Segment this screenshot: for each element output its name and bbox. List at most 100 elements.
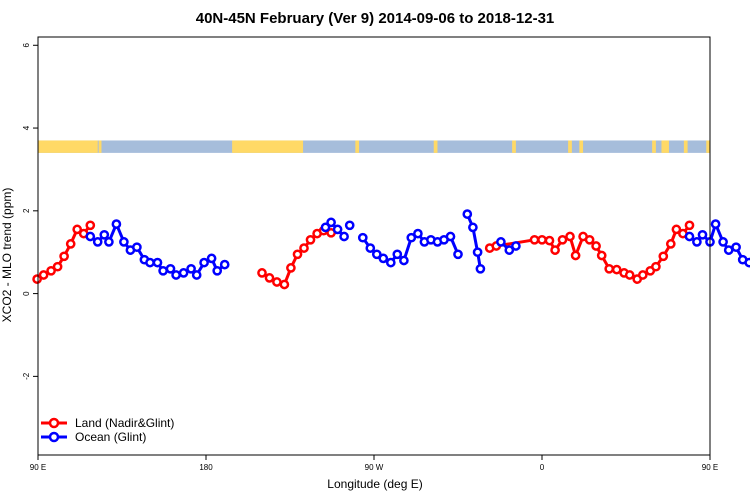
data-point <box>85 220 96 231</box>
data-point <box>710 219 721 229</box>
data-point <box>344 220 355 231</box>
data-point <box>658 251 669 262</box>
data-point <box>46 265 56 276</box>
data-point <box>611 264 622 275</box>
plot-frame <box>37 36 711 456</box>
data-point <box>537 234 547 245</box>
data-point <box>604 263 615 274</box>
legend-label-land: Land (Nadir&Glint) <box>75 416 174 430</box>
data-point <box>744 257 750 268</box>
land-band-segment <box>433 140 438 153</box>
series-line <box>465 213 482 270</box>
chart-title: 40N-45N February (Ver 9) 2014-09-06 to 2… <box>196 10 555 27</box>
data-point <box>511 241 521 251</box>
data-point <box>462 209 473 219</box>
data-point <box>272 277 282 287</box>
land-band-segment <box>512 140 516 153</box>
data-point <box>357 232 368 243</box>
data-point <box>292 249 303 260</box>
data-point <box>165 263 176 274</box>
data-point <box>171 270 181 280</box>
series-layer <box>32 209 750 290</box>
data-point <box>445 231 456 242</box>
data-point <box>684 231 695 242</box>
data-point <box>299 243 309 253</box>
land-band-segment <box>579 140 584 153</box>
data-point <box>152 257 163 268</box>
x-axis-label: Longitude (deg E) <box>327 477 422 491</box>
y-axis-label: XCO2 - MLO trend (ppm) <box>0 188 14 323</box>
data-point <box>453 249 463 260</box>
data-point <box>475 263 486 274</box>
land-band-segment <box>568 140 572 153</box>
data-point <box>651 261 661 272</box>
legend-marker-ocean <box>48 431 60 443</box>
data-point <box>145 257 155 268</box>
x-tick-label: 0 <box>540 463 545 472</box>
data-point <box>305 234 316 245</box>
y-tick-label: 0 <box>22 291 31 296</box>
data-point <box>413 228 423 239</box>
data-point <box>212 265 223 276</box>
x-tick-label: 90 E <box>702 463 718 472</box>
data-point <box>332 224 343 235</box>
data-point <box>65 239 76 249</box>
data-point <box>119 237 129 247</box>
data-point <box>104 237 114 247</box>
data-point <box>718 237 728 247</box>
data-point <box>92 237 103 247</box>
data-point <box>206 253 217 264</box>
data-point <box>85 231 96 242</box>
data-point <box>550 245 560 255</box>
data-point <box>723 245 734 255</box>
data-point <box>472 247 483 258</box>
data-point <box>52 261 63 272</box>
data-point <box>544 235 555 246</box>
data-point <box>496 237 506 247</box>
data-point <box>326 217 336 228</box>
data-point <box>591 241 601 251</box>
data-point <box>339 231 349 242</box>
series-line <box>489 224 691 281</box>
legend: Land (Nadir&Glint) Ocean (Glint) <box>41 416 174 444</box>
data-point <box>286 263 296 273</box>
data-point <box>684 220 695 231</box>
data-point <box>529 234 540 245</box>
data-point <box>111 219 122 229</box>
data-point <box>406 232 417 243</box>
data-point <box>279 279 290 290</box>
data-point <box>557 234 568 245</box>
data-point <box>365 243 376 253</box>
data-point <box>186 263 196 274</box>
data-point <box>378 253 389 264</box>
data-point <box>257 268 267 278</box>
land-band-segment <box>683 140 688 153</box>
series-ocean <box>85 209 750 280</box>
legend-item-land: Land (Nadir&Glint) <box>41 416 174 430</box>
axes: 90 E 180 90 W 0 90 E -2 0 2 4 6 <box>22 43 718 472</box>
data-point <box>665 239 676 249</box>
data-point <box>191 270 202 280</box>
data-point <box>385 257 396 268</box>
data-point <box>264 273 275 283</box>
data-point <box>72 224 83 235</box>
data-point <box>637 270 648 280</box>
land-band-segment <box>706 140 710 153</box>
data-point <box>596 250 607 261</box>
land-band-segment <box>661 140 669 153</box>
data-point <box>468 222 478 233</box>
data-point <box>584 234 595 245</box>
y-tick-label: 4 <box>22 125 31 130</box>
y-tick-label: 6 <box>22 43 31 48</box>
data-point <box>565 231 575 242</box>
data-point <box>671 224 682 235</box>
series-land <box>32 220 695 290</box>
data-point <box>570 250 581 261</box>
data-point <box>624 270 635 280</box>
data-point <box>320 222 331 233</box>
land-band-segment <box>98 140 102 153</box>
data-point <box>731 242 741 253</box>
legend-marker-land <box>48 417 60 429</box>
data-point <box>32 274 42 284</box>
